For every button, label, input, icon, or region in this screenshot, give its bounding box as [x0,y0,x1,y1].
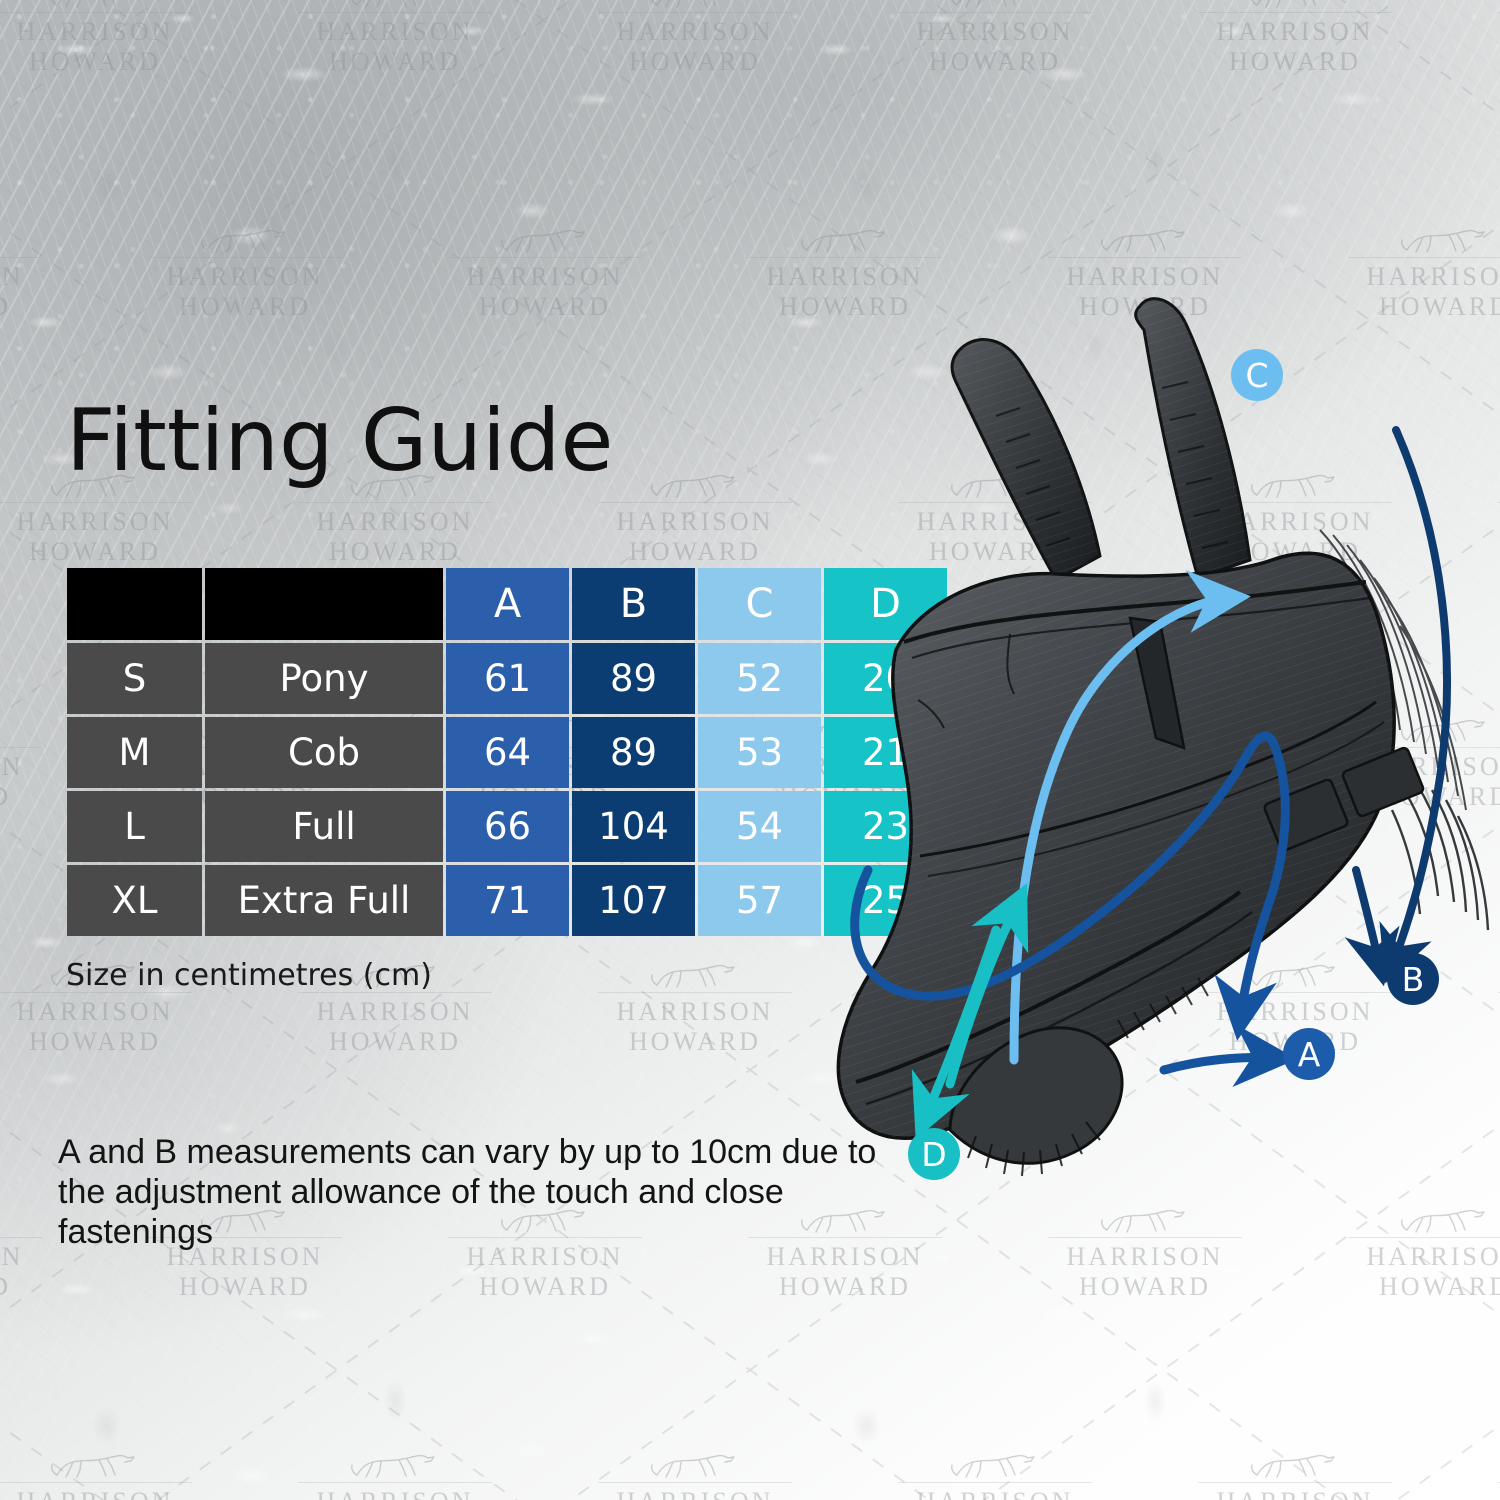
cheek-seam [919,700,1377,858]
marker-d: D [908,1128,960,1180]
header-column-c: C [698,568,821,640]
cell-b: 104 [572,791,695,862]
measurement-arrow-a-side [1159,1024,1297,1088]
cell-a: 64 [446,717,569,788]
nose-band-edge [855,890,1242,1084]
cell-size: XL [67,865,202,936]
velcro-tab-2 [1341,746,1425,818]
table-header-row: A B C D [67,568,947,640]
header-column-a: A [446,568,569,640]
left-ear-stitches [995,407,1071,547]
muzzle [948,1026,1124,1165]
measurement-arrow-c [1009,569,1251,1065]
header-blank-size [67,568,202,640]
page-title: Fitting Guide [66,391,614,491]
cell-c: 54 [698,791,821,862]
measurement-footnote: A and B measurements can vary by up to 1… [58,1133,877,1251]
crown-seam [903,580,1367,644]
cell-size: L [67,791,202,862]
measurement-arrow-b-right [1379,426,1451,984]
right-ear-stitches [1161,381,1229,549]
mane-lower-strokes [1390,785,1490,931]
measurement-arrow-b-left [1344,866,1400,987]
cell-name: Pony [205,643,443,714]
horse-fly-mask-illustration [800,230,1500,1190]
muzzle-fringe [967,1121,1101,1177]
marker-c: C [1231,349,1283,401]
cell-a: 66 [446,791,569,862]
header-blank-name [205,568,443,640]
measurement-arrow-d-up [945,883,1029,1089]
units-note: Size in centimetres (cm) [66,958,432,993]
cell-b: 89 [572,643,695,714]
header-column-b: B [572,568,695,640]
cell-c: 57 [698,865,821,936]
table-row: L Full 66 104 54 23 [67,791,947,862]
table-row: M Cob 64 89 53 21 [67,717,947,788]
nose-fringe [1117,977,1209,1039]
measurement-arrow-a-loop [850,731,1290,1041]
marker-b: B [1387,953,1439,1005]
cell-a: 61 [446,643,569,714]
forehead-dart [1128,616,1186,750]
cell-c: 52 [698,643,821,714]
cell-c: 53 [698,717,821,788]
cell-size: M [67,717,202,788]
cell-name: Extra Full [205,865,443,936]
cell-size: S [67,643,202,714]
cell-b: 89 [572,717,695,788]
cell-name: Full [205,791,443,862]
cell-name: Cob [205,717,443,788]
cell-a: 71 [446,865,569,936]
marker-a: A [1283,1028,1335,1080]
cell-b: 107 [572,865,695,936]
